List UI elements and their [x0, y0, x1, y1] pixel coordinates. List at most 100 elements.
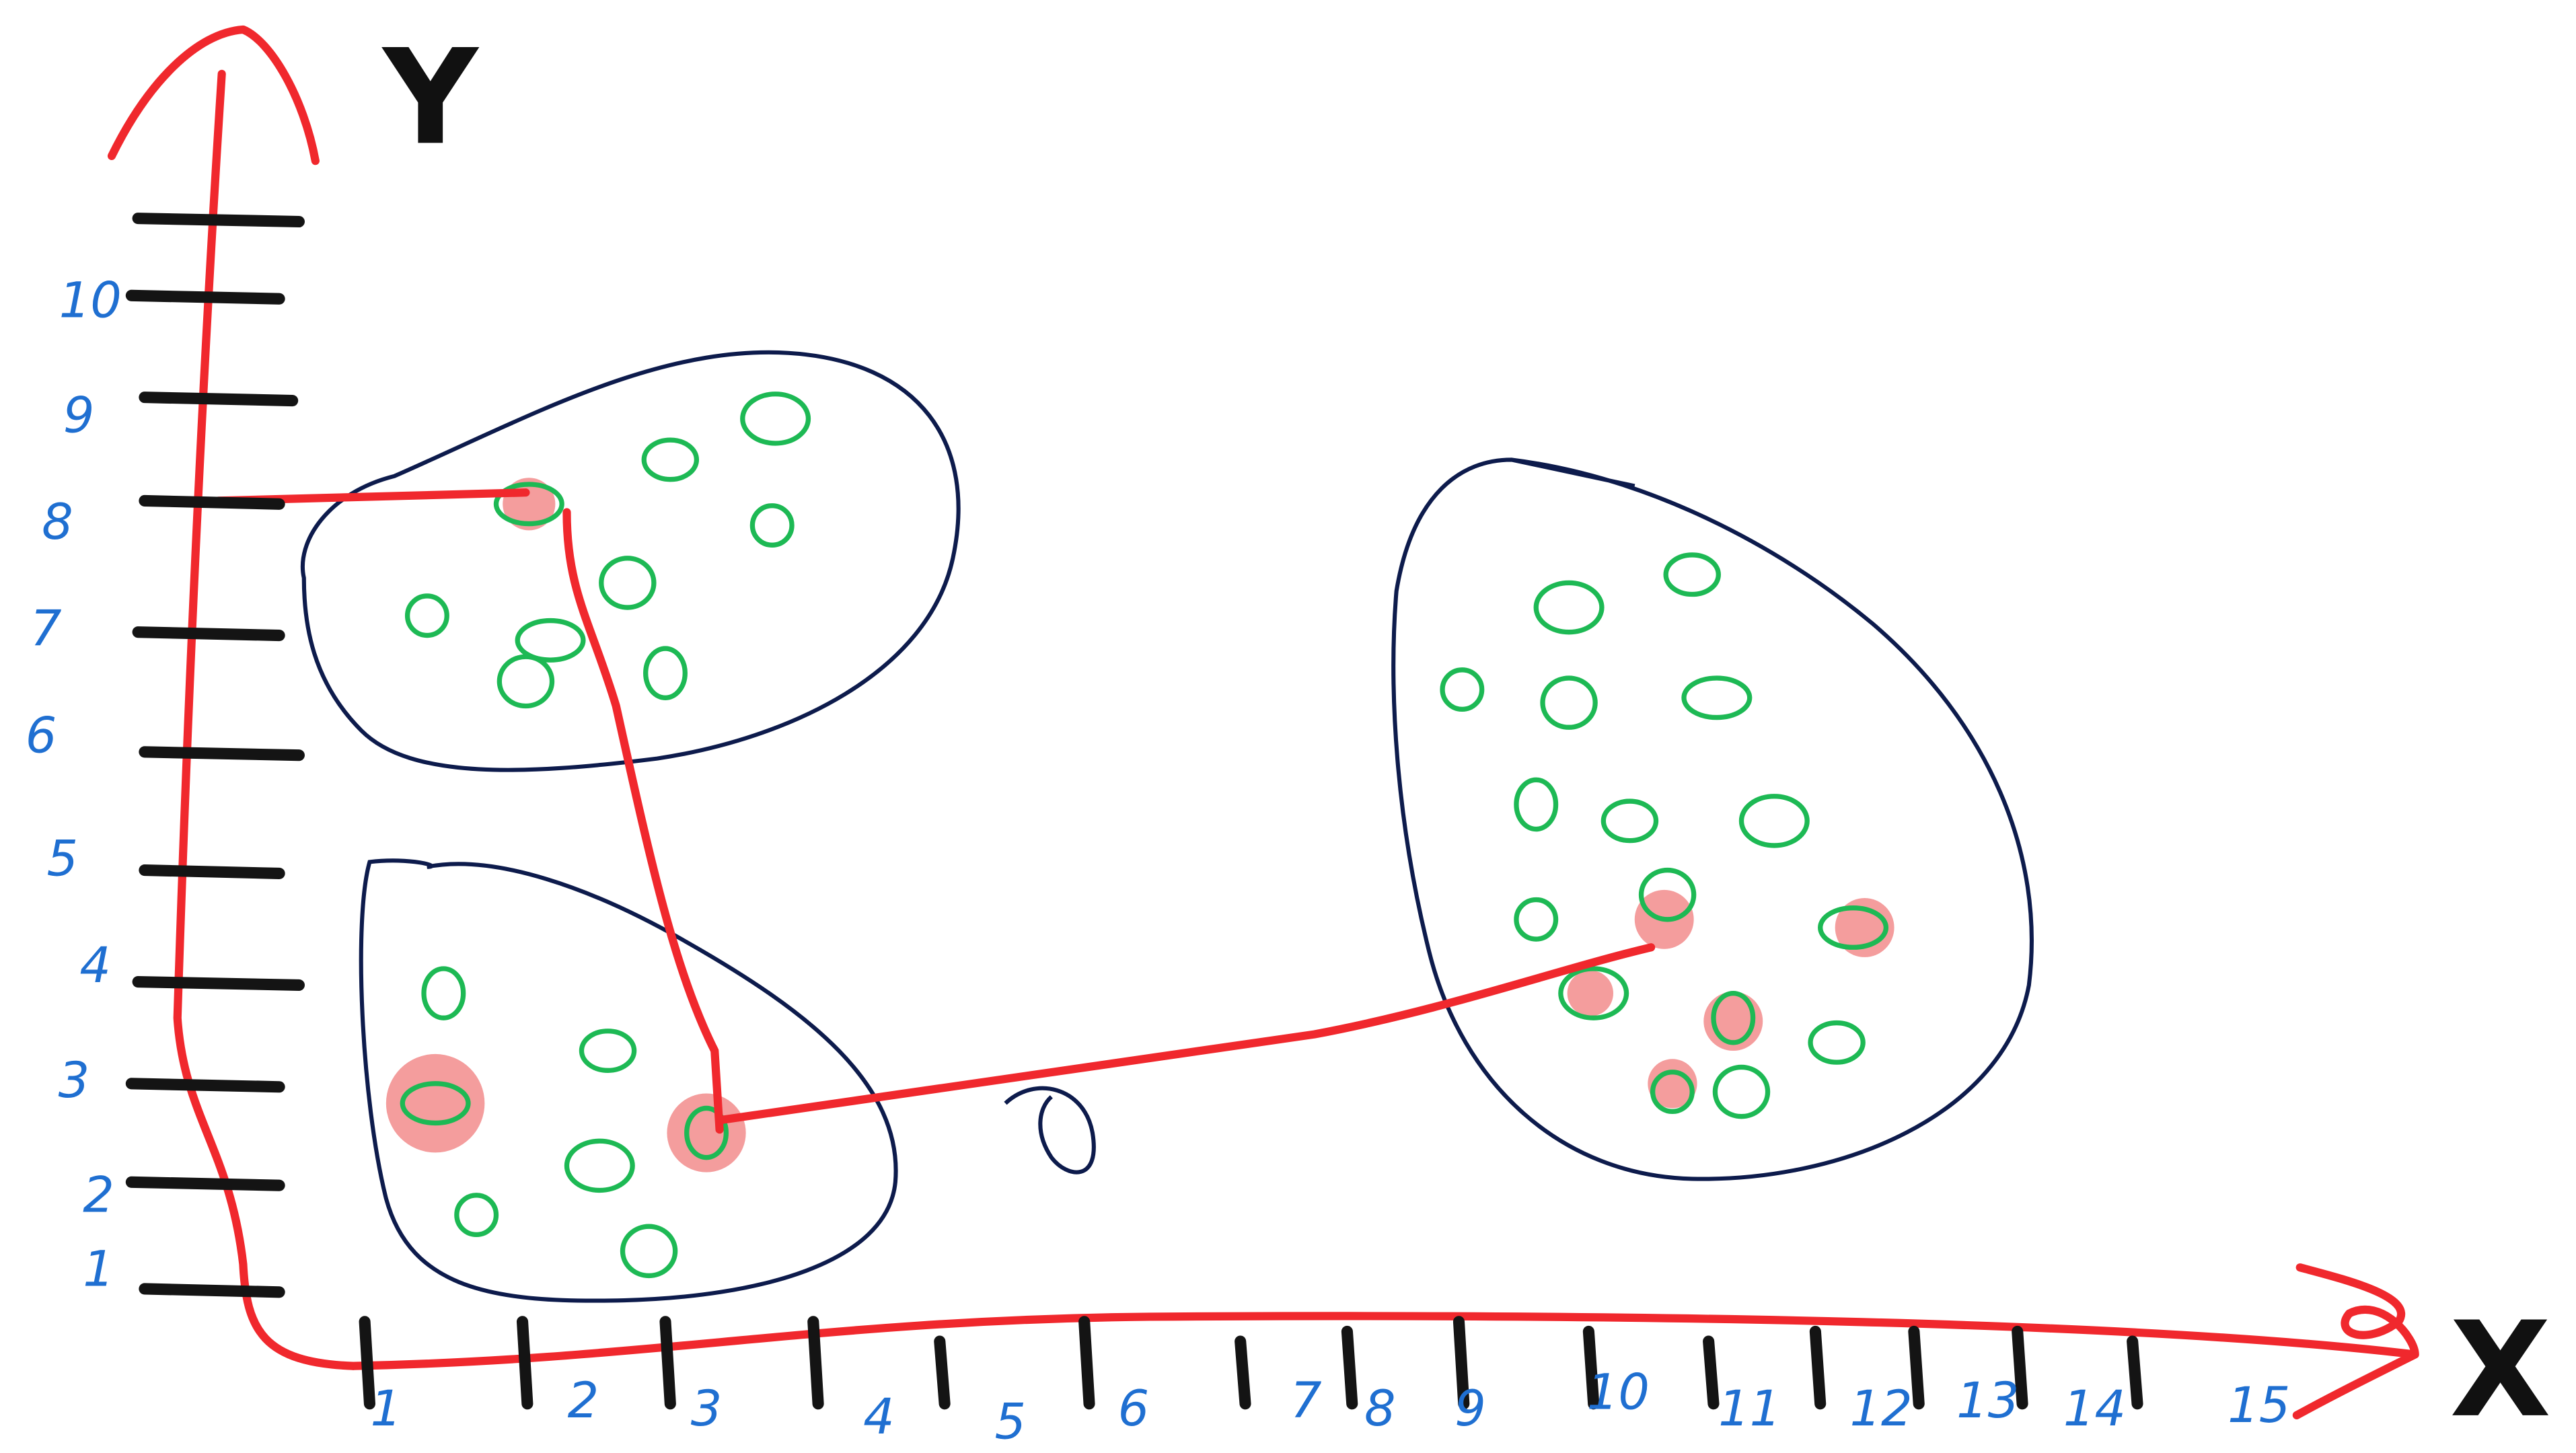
tick-mark	[1341, 1325, 1358, 1410]
data-point	[493, 482, 564, 527]
data-point	[620, 1224, 678, 1279]
y-tick-label: 7	[30, 601, 62, 658]
x-tick-label: 4	[863, 1388, 895, 1446]
cluster-outline	[359, 858, 898, 1303]
tick-mark	[516, 1316, 533, 1410]
x-tick-label: 7	[1290, 1372, 1322, 1429]
cluster-outline	[1391, 457, 2034, 1181]
x-tick-label: 8	[1364, 1380, 1396, 1438]
data-point	[1711, 990, 1756, 1045]
x-tick-label: 5	[995, 1394, 1027, 1451]
data-point	[421, 966, 466, 1020]
data-point	[1818, 905, 1889, 950]
x-tick-label: 2	[568, 1372, 599, 1429]
data-point	[1808, 1020, 1866, 1065]
y-tick-label: 8	[42, 494, 73, 551]
data-point	[1514, 897, 1559, 942]
data-point	[1681, 675, 1753, 720]
data-point	[1440, 667, 1485, 712]
x-axis-label: X	[2450, 1294, 2551, 1447]
data-point	[1712, 1064, 1771, 1119]
data-point	[643, 646, 688, 700]
tick-mark	[1452, 1316, 1470, 1410]
tick-mark	[1809, 1325, 1827, 1410]
data-point	[515, 618, 586, 663]
tick-mark	[807, 1316, 824, 1410]
y-axis	[107, 25, 358, 1370]
data-point	[496, 654, 555, 709]
data-point	[641, 437, 700, 482]
data-point	[579, 1029, 637, 1073]
tick-mark	[1235, 1335, 1251, 1410]
data-point	[400, 1081, 471, 1126]
y-axis-label: Y	[381, 22, 480, 174]
tick-mark	[1703, 1335, 1720, 1410]
tick-mark	[139, 1283, 285, 1298]
tick-mark	[139, 494, 285, 510]
tick-mark	[2012, 1325, 2028, 1410]
tick-mark	[934, 1335, 951, 1410]
tick-mark	[139, 746, 305, 761]
cluster-outline	[300, 350, 961, 772]
data-point	[1738, 794, 1810, 848]
tick-mark	[1078, 1316, 1095, 1410]
path-line	[214, 488, 1656, 1134]
data-point	[1638, 867, 1697, 922]
x-tick-label: 3	[691, 1380, 723, 1438]
tick-mark	[132, 626, 285, 642]
highlight	[385, 1053, 485, 1153]
data-point	[454, 1193, 499, 1238]
data-point	[1514, 777, 1559, 832]
y-tick-label: 5	[46, 830, 78, 887]
y-tick-label: 3	[59, 1052, 90, 1109]
tick-mark	[132, 213, 305, 228]
data-point	[684, 1105, 729, 1160]
stray-mark	[1004, 1086, 1096, 1175]
data-point	[599, 556, 657, 610]
tick-mark	[1908, 1325, 1925, 1410]
data-point	[1650, 1070, 1695, 1115]
data-point	[1540, 675, 1598, 730]
tick-mark	[125, 1078, 285, 1093]
data-point	[1663, 552, 1721, 597]
x-tick-label: 13	[1956, 1372, 2019, 1429]
y-tick-label: 6	[26, 707, 57, 764]
y-tick-label: 9	[63, 387, 95, 444]
tick-mark	[659, 1316, 676, 1410]
tick-mark	[359, 1316, 375, 1410]
highlight	[1567, 970, 1614, 1016]
x-tick-label: 15	[2228, 1377, 2290, 1434]
tick-mark	[139, 864, 285, 879]
data-point	[1558, 966, 1629, 1020]
tick-mark	[139, 392, 299, 407]
data-point	[404, 593, 449, 638]
data-point	[564, 1138, 635, 1193]
x-tick-label: 14	[2063, 1380, 2126, 1438]
tick-mark	[132, 975, 305, 991]
x-tick-label: 1	[371, 1380, 402, 1438]
x-tick-label: 11	[1718, 1380, 1781, 1438]
ticks	[125, 213, 2143, 1410]
data-point	[1600, 798, 1659, 844]
data-point	[740, 392, 811, 446]
data-point	[1533, 580, 1605, 635]
highlight	[667, 1093, 746, 1172]
y-tick-label: 4	[79, 937, 111, 994]
data-point	[749, 503, 795, 548]
tick-mark	[2127, 1335, 2143, 1410]
y-tick-label: 10	[59, 272, 122, 330]
x-tick-label: 9	[1455, 1380, 1486, 1438]
tick-mark	[1582, 1325, 1600, 1410]
tick-mark	[125, 289, 285, 305]
points	[385, 392, 1894, 1279]
highlight	[1648, 1059, 1697, 1109]
x-axis	[348, 1263, 2419, 1419]
tick-mark	[125, 1176, 285, 1191]
x-tick-label: 12	[1849, 1380, 1912, 1438]
x-tick-label: 10	[1587, 1364, 1650, 1421]
x-tick-label: 6	[1118, 1380, 1150, 1438]
y-tick-label: 2	[83, 1167, 114, 1224]
y-tick-label: 1	[83, 1241, 114, 1298]
